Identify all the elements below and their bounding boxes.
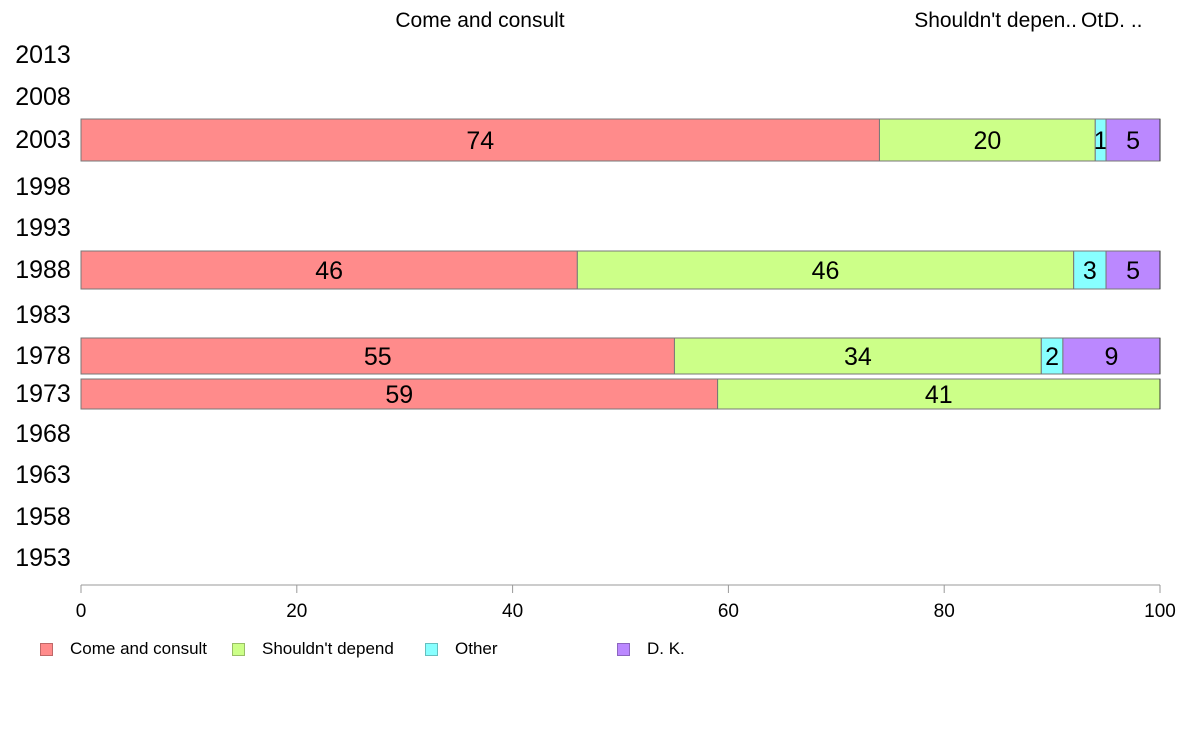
bar-label-1978-d-k: 9 xyxy=(1104,343,1118,371)
bar-label-1978-come-and-consult: 55 xyxy=(364,343,392,371)
bar-2003-shouldn-t-depend xyxy=(878,118,1096,162)
top-label-d: D. .. xyxy=(1104,9,1143,32)
y-tick-label-1978: 1978 xyxy=(15,342,71,370)
x-tick-label-40: 40 xyxy=(502,601,523,622)
bar-1973-come-and-consult xyxy=(80,378,719,410)
x-tick-label-60: 60 xyxy=(718,601,739,622)
legend-swatch-come-and-consult xyxy=(40,642,53,656)
legend-swatch-shouldnt-depend xyxy=(232,642,245,656)
y-tick-label-1963: 1963 xyxy=(15,461,71,489)
y-tick-label-1983: 1983 xyxy=(15,301,71,329)
legend-swatch-other xyxy=(425,642,438,656)
bar-label-1988-other: 3 xyxy=(1083,257,1097,285)
x-tick-label-20: 20 xyxy=(286,601,307,622)
bar-1978-shouldn-t-depend xyxy=(673,337,1042,375)
legend-swatch-dk xyxy=(617,642,630,656)
y-tick-label-1993: 1993 xyxy=(15,214,71,242)
legend-label-shouldnt-depend: Shouldn't depend xyxy=(262,639,394,658)
bar-label-1978-other: 2 xyxy=(1045,343,1059,371)
bar-1988-other xyxy=(1073,250,1107,290)
y-tick-label-1968: 1968 xyxy=(15,420,71,448)
bar-1978-d-k xyxy=(1062,337,1161,375)
legend-item-shouldnt-depend: Shouldn't depend xyxy=(232,638,394,660)
legend-item-other: Other xyxy=(425,638,498,660)
bar-label-2003-d-k: 5 xyxy=(1126,127,1140,155)
bar-1973-shouldn-t-depend xyxy=(717,378,1161,410)
legend-label-come-and-consult: Come and consult xyxy=(70,639,208,658)
x-tick-label-80: 80 xyxy=(934,601,955,622)
legend-label-other: Other xyxy=(455,639,498,658)
top-label-ot: Ot. xyxy=(1081,9,1109,32)
bar-1988-shouldn-t-depend xyxy=(576,250,1075,290)
bar-label-2003-shouldn-t-depend: 20 xyxy=(973,127,1001,155)
bar-1988-come-and-consult xyxy=(80,250,578,290)
x-tick-label-0: 0 xyxy=(76,601,87,622)
bar-label-2003-other: 1 xyxy=(1094,127,1108,155)
legend-label-dk: D. K. xyxy=(647,639,685,658)
bar-label-2003-come-and-consult: 74 xyxy=(466,127,494,155)
bar-label-1973-come-and-consult: 59 xyxy=(385,381,413,409)
y-tick-label-1998: 1998 xyxy=(15,173,71,201)
top-label-shouldn-t-depen: Shouldn't depen.. xyxy=(914,9,1077,32)
legend-item-come-and-consult: Come and consult xyxy=(40,638,207,660)
bar-2003-come-and-consult xyxy=(80,118,880,162)
bar-label-1988-shouldn-t-depend: 46 xyxy=(812,257,840,285)
y-tick-label-2013: 2013 xyxy=(15,41,71,69)
bar-label-1988-d-k: 5 xyxy=(1126,257,1140,285)
y-tick-label-1953: 1953 xyxy=(15,544,71,572)
chart-legend: Come and consult Shouldn't depend Other … xyxy=(40,638,800,660)
bar-label-1988-come-and-consult: 46 xyxy=(315,257,343,285)
y-tick-label-1973: 1973 xyxy=(15,380,71,408)
legend-item-dk: D. K. xyxy=(617,638,685,660)
bar-1988-d-k xyxy=(1105,250,1161,290)
bar-1978-come-and-consult xyxy=(80,337,675,375)
y-tick-label-1988: 1988 xyxy=(15,256,71,284)
top-label-come-and-consult: Come and consult xyxy=(395,9,564,32)
y-tick-label-1958: 1958 xyxy=(15,503,71,531)
y-tick-label-2008: 2008 xyxy=(15,83,71,111)
y-tick-label-2003: 2003 xyxy=(15,126,71,154)
bar-label-1978-shouldn-t-depend: 34 xyxy=(844,343,872,371)
x-tick-label-100: 100 xyxy=(1144,601,1176,622)
bar-label-1973-shouldn-t-depend: 41 xyxy=(925,381,953,409)
